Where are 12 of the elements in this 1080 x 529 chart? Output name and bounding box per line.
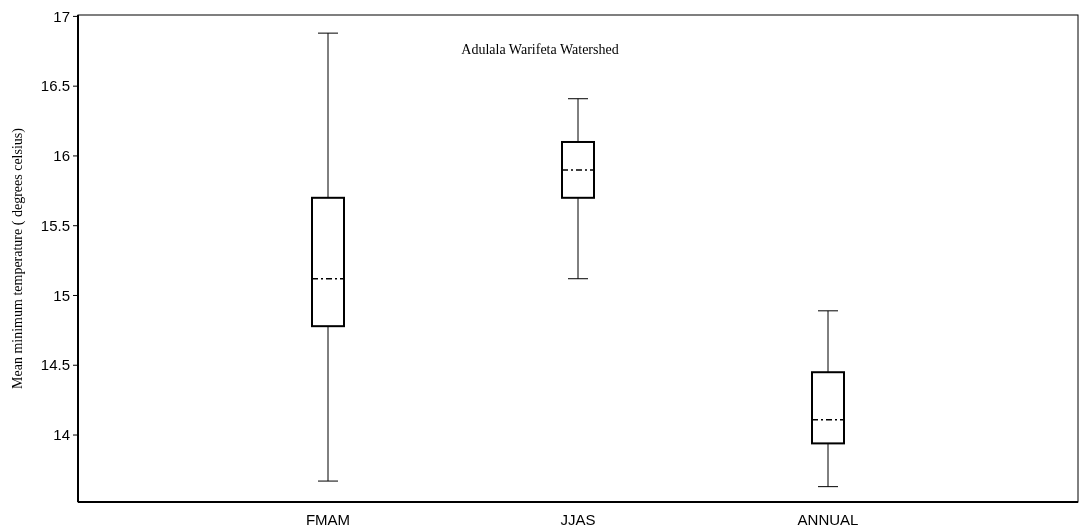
- x-tick-label: ANNUAL: [797, 511, 859, 528]
- x-tick-label: JJAS: [560, 511, 596, 528]
- text: Adulala Warifeta Watershed: [461, 42, 619, 57]
- y-tick-label: 15: [53, 286, 70, 304]
- y-tick-label: 14: [53, 426, 70, 444]
- y-tick-label: 14.5: [40, 356, 70, 374]
- y-tick-label: 16: [53, 147, 70, 165]
- y-axis-title: Mean minimum temperature ( degrees celsius): [10, 127, 26, 389]
- x-tick-label: FMAM: [305, 511, 351, 528]
- y-tick-label: 17: [53, 7, 70, 25]
- y-tick-label: 15.5: [40, 216, 70, 234]
- y-tick-label: 16.5: [40, 77, 70, 95]
